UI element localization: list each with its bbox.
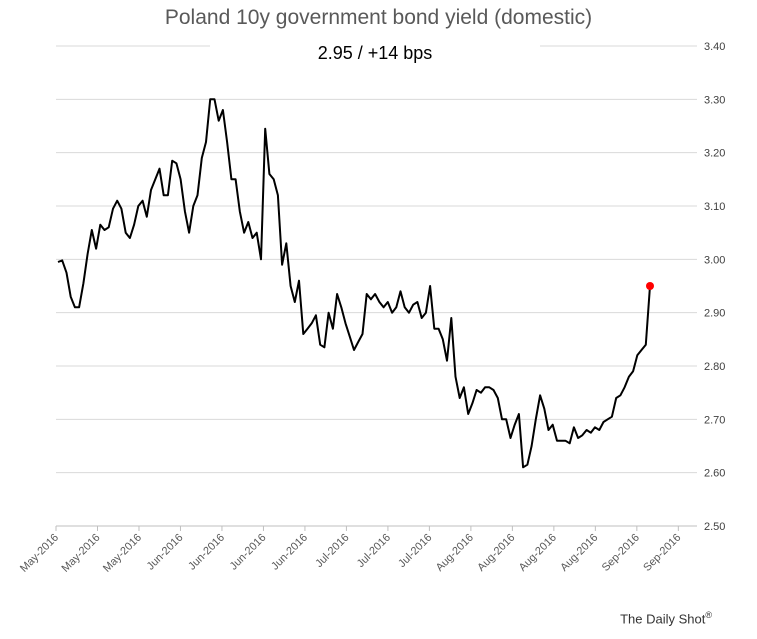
x-tick-label: May-2016 xyxy=(101,532,144,575)
y-tick-label: 2.60 xyxy=(704,468,725,480)
x-tick-label: May-2016 xyxy=(18,532,61,575)
x-tick-label: Sep-2016 xyxy=(641,532,683,574)
chart-title: Poland 10y government bond yield (domest… xyxy=(164,6,593,29)
x-tick-label: May-2016 xyxy=(60,532,103,575)
y-tick-label: 3.20 xyxy=(704,148,725,160)
x-tick-label: Aug-2016 xyxy=(558,532,600,574)
series-line xyxy=(57,98,651,469)
y-tick-label: 2.50 xyxy=(704,521,725,533)
x-tick-label: Jul-2016 xyxy=(313,532,351,570)
y-tick-label: 2.90 xyxy=(704,308,725,320)
source-credit: The Daily Shot® xyxy=(620,610,712,626)
x-tick-label: Jul-2016 xyxy=(396,532,434,570)
x-tick-label: Sep-2016 xyxy=(600,532,642,574)
x-tick-label: Aug-2016 xyxy=(434,532,476,574)
x-tick-label: Jun-2016 xyxy=(186,532,227,573)
y-tick-label: 3.00 xyxy=(704,254,725,266)
x-tick-label: Jun-2016 xyxy=(228,532,269,573)
registered-mark: ® xyxy=(705,610,712,620)
y-tick-label: 2.70 xyxy=(704,414,725,426)
chart-annotation: 2.95 / +14 bps xyxy=(210,41,540,66)
x-tick-label: Jul-2016 xyxy=(355,532,393,570)
x-tick-label: Jun-2016 xyxy=(145,532,186,573)
y-tick-label: 3.30 xyxy=(704,94,725,106)
source-credit-text: The Daily Shot xyxy=(620,611,706,627)
x-tick-label: Jun-2016 xyxy=(269,532,310,573)
last-value-marker xyxy=(646,282,654,290)
y-tick-label: 3.10 xyxy=(704,201,725,213)
x-tick-label: Aug-2016 xyxy=(475,532,517,574)
x-tick-label: Aug-2016 xyxy=(517,532,559,574)
y-tick-label: 2.80 xyxy=(704,361,725,373)
y-tick-label: 3.40 xyxy=(704,41,725,53)
